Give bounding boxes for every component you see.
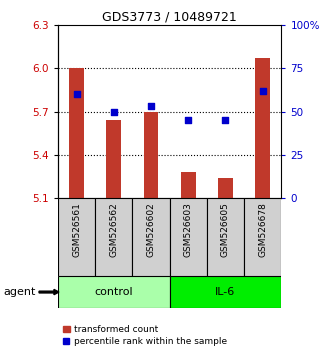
Text: GSM526561: GSM526561 [72, 202, 81, 257]
Bar [218, 178, 233, 198]
Point [223, 118, 228, 123]
Point [111, 109, 117, 114]
Bar [95, 198, 132, 276]
Bar [69, 68, 84, 198]
Text: control: control [94, 287, 133, 297]
Point [148, 103, 154, 109]
Point [260, 88, 265, 93]
Point [74, 91, 79, 97]
Bar [132, 198, 169, 276]
Text: GSM526603: GSM526603 [184, 202, 193, 257]
Text: agent: agent [3, 287, 36, 297]
Bar [58, 198, 95, 276]
Bar [207, 198, 244, 276]
Bar [169, 276, 281, 308]
Bar [106, 120, 121, 198]
Bar [169, 198, 207, 276]
Bar [144, 112, 159, 198]
Bar [255, 58, 270, 198]
Bar [58, 276, 169, 308]
Text: IL-6: IL-6 [215, 287, 236, 297]
Point [186, 118, 191, 123]
Title: GDS3773 / 10489721: GDS3773 / 10489721 [102, 11, 237, 24]
Text: GSM526602: GSM526602 [147, 202, 156, 257]
Text: GSM526562: GSM526562 [109, 202, 118, 257]
Text: GSM526605: GSM526605 [221, 202, 230, 257]
Bar [181, 172, 196, 198]
Bar [244, 198, 281, 276]
Text: GSM526678: GSM526678 [258, 202, 267, 257]
Legend: transformed count, percentile rank within the sample: transformed count, percentile rank withi… [59, 321, 230, 349]
